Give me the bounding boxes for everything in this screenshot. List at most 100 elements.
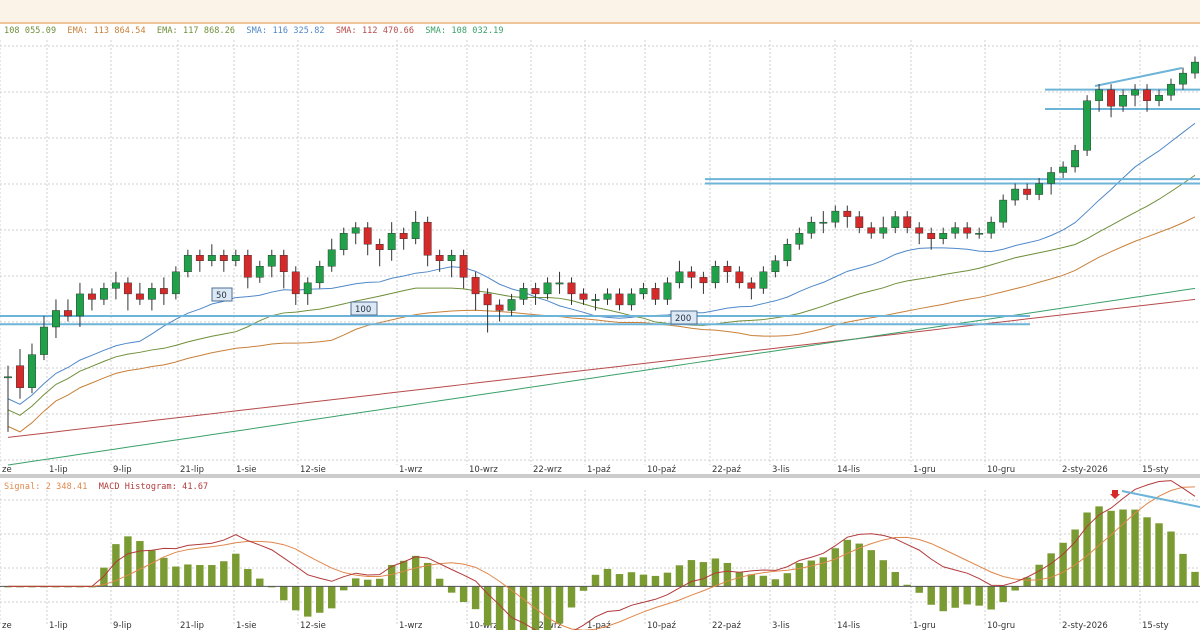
candle-body [471, 277, 480, 295]
candlestick [40, 315, 48, 361]
ma-label-box [350, 301, 378, 316]
histogram-bar [951, 586, 959, 608]
candlestick [459, 249, 468, 289]
candlestick [64, 299, 72, 322]
candlestick [915, 222, 924, 245]
candlestick [243, 249, 252, 289]
macd-x-tick-label: 22-paź [712, 621, 741, 630]
candlestick [1179, 67, 1187, 90]
candlestick [291, 266, 300, 305]
histogram-bar [411, 555, 420, 587]
candle-body [987, 221, 996, 234]
histogram-bar [363, 579, 372, 587]
histogram-bar [915, 586, 923, 593]
histogram-bar [244, 569, 252, 587]
x-tick-label: 10-gru [987, 465, 1015, 475]
candlestick [951, 222, 960, 239]
histogram-bar [387, 564, 396, 587]
candlestick [147, 282, 156, 311]
candle-body [363, 227, 372, 245]
candlestick [987, 216, 996, 239]
legend-ema-1: EMA: 113 864.54 [67, 26, 146, 36]
histogram-bar [1167, 531, 1175, 587]
candlestick [303, 277, 312, 305]
histogram-bar [459, 586, 468, 603]
candle-body [807, 221, 816, 234]
candlestick [207, 244, 216, 267]
macd-x-tick-label: 1-paź [587, 621, 611, 630]
candlestick [663, 277, 672, 305]
candlestick [579, 288, 588, 305]
histogram-bar [1143, 517, 1151, 587]
candle-body [591, 299, 600, 301]
x-tick-label: 22-paź [712, 465, 741, 475]
histogram-bar [699, 562, 708, 587]
candlestick [927, 227, 936, 250]
histogram-bar [375, 578, 384, 587]
candlestick [939, 227, 948, 245]
candle-body [1035, 183, 1044, 195]
candle-body [483, 293, 492, 306]
candlestick [1119, 89, 1127, 112]
candlestick [1047, 166, 1056, 195]
candlestick [76, 282, 84, 328]
histogram-bar [1107, 510, 1115, 587]
histogram-bar [316, 586, 324, 613]
candlestick [699, 271, 708, 294]
histogram-bar [687, 560, 696, 587]
candlestick [495, 299, 504, 322]
histogram-bar [519, 586, 528, 630]
candlestick [507, 293, 516, 316]
candlestick [687, 266, 696, 289]
chart-grid [0, 40, 1200, 625]
histogram-bar [1119, 509, 1127, 587]
x-tick-label: 1-lip [49, 465, 68, 475]
histogram-bar [555, 586, 564, 624]
histogram-bar [567, 586, 576, 608]
macd-x-tick-label: 1-sie [236, 621, 257, 630]
histogram-bar [1035, 564, 1043, 587]
candle-body [207, 255, 216, 261]
x-tick-label: 21-lip [180, 465, 204, 475]
candlestick [16, 349, 24, 399]
histogram-bar [963, 586, 971, 605]
candlestick [195, 249, 204, 272]
histogram-bar [351, 578, 360, 587]
candlestick [111, 271, 120, 300]
candle-body [567, 282, 576, 295]
candle-body [1131, 89, 1139, 96]
annotations: 50 100 200 [211, 287, 698, 325]
macd-x-tick-label: 10-paź [647, 621, 676, 630]
ema-line [7, 174, 1196, 416]
ma-label-50: 50 [211, 287, 233, 302]
candlestick [435, 249, 444, 272]
legend-sma-1: SMA: 116 325.82 [246, 26, 325, 36]
histogram-bar [927, 586, 935, 605]
candle-body [100, 288, 108, 300]
candle-body [147, 288, 156, 300]
candle-body [747, 282, 756, 289]
histogram-bar [292, 586, 300, 611]
histogram-bar [747, 574, 756, 587]
candlestick [879, 216, 888, 239]
histogram-bar [232, 553, 240, 587]
macd-x-tick-label: 1-wrz [399, 621, 423, 630]
candle-body [975, 232, 984, 235]
candle-body [279, 255, 288, 273]
candle-body [579, 293, 588, 300]
histogram-bar [1059, 542, 1067, 587]
candlestick [891, 211, 900, 234]
histogram-bar [819, 557, 828, 587]
x-tick-label: 1-sie [236, 465, 257, 475]
candlestick [867, 222, 876, 239]
macd-x-tick-label: 15-sty [1142, 621, 1169, 630]
candle-body [687, 271, 696, 278]
histogram-bar [675, 565, 684, 587]
candle-body [735, 271, 744, 284]
candle-body [4, 376, 12, 379]
candle-body [40, 326, 48, 355]
histogram-bar [435, 578, 444, 587]
candle-body [123, 282, 132, 295]
histogram-bar [447, 586, 456, 593]
